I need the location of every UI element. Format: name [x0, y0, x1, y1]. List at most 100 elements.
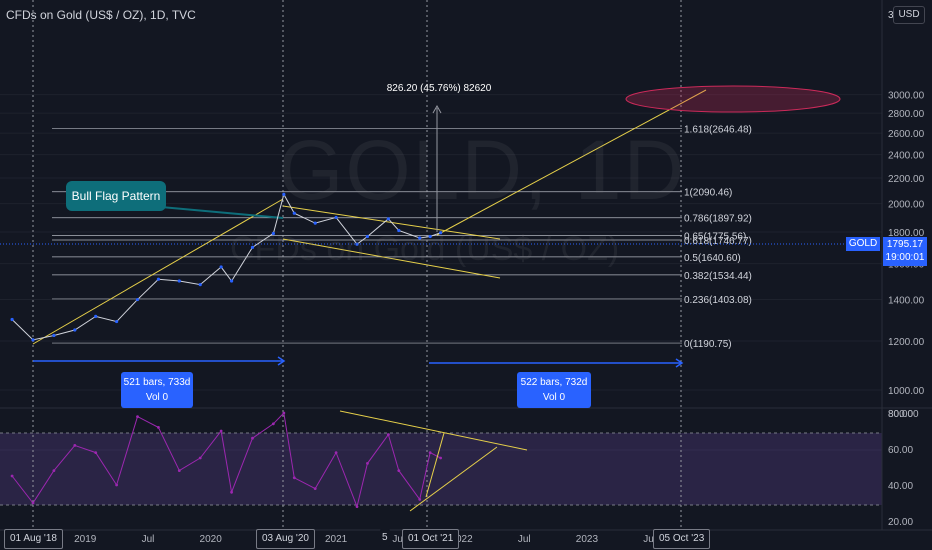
rsi-point	[271, 422, 275, 426]
price-point	[418, 236, 422, 240]
rsi-axis[interactable]: 80.00 60.00 40.00 20.00	[888, 409, 913, 528]
price-tick-label: 2400.00	[888, 151, 925, 162]
fib-level-label: 1(2090.46)	[684, 188, 732, 199]
time-tick-label: 2019	[74, 534, 97, 545]
price-point	[428, 234, 432, 239]
rsi-point	[334, 451, 338, 454]
price-point	[52, 333, 56, 338]
rsi-point	[428, 451, 432, 454]
date-range-2-label[interactable]: 522 bars, 732d Vol 0	[517, 372, 591, 408]
rsi-trendline[interactable]	[339, 410, 528, 451]
rsi-point	[230, 490, 233, 494]
rsi-point	[136, 415, 139, 418]
price-point	[229, 279, 234, 283]
symbol-price-tag: GOLD	[846, 237, 880, 251]
date-range-1-label[interactable]: 521 bars, 733d Vol 0	[121, 372, 193, 408]
time-tick-label: Jul	[518, 534, 531, 545]
time-tick-label: 2021	[325, 534, 348, 545]
target-ellipse[interactable]	[625, 85, 841, 113]
rsi-point	[251, 436, 254, 440]
rsi-point	[397, 469, 401, 472]
price-tick-label: 800.00	[888, 409, 919, 420]
price-point	[292, 211, 296, 215]
symbol-title[interactable]: CFDs on Gold (US$ / OZ), 1D, TVC	[6, 8, 196, 22]
time-tag-aug20: 03 Aug '20	[256, 529, 315, 549]
time-tick-label: Jul	[643, 534, 656, 545]
price-tick-label: 2800.00	[888, 109, 925, 120]
price-tick-label: 1400.00	[888, 296, 925, 307]
rsi-support-line[interactable]	[409, 446, 498, 512]
time-tick-label: 2023	[576, 534, 599, 545]
fib-level-label: 1.618(2646.48)	[684, 124, 752, 135]
fib-level-label: 0.236(1403.08)	[684, 295, 752, 306]
price-point	[386, 217, 390, 221]
date-range-1-volume: Vol 0	[145, 392, 169, 403]
price-point	[313, 221, 317, 225]
price-point	[198, 283, 202, 287]
price-point	[397, 228, 401, 233]
date-range-1-arrow	[277, 356, 286, 366]
time-axis[interactable]: 2019 Jul 2020 2021 Jul 2022 Jul 2023 Jul	[74, 534, 656, 545]
rsi-tick-label: 80.00	[888, 409, 913, 420]
pole-trendline[interactable]	[32, 198, 284, 345]
price-point	[115, 319, 119, 324]
rsi-point	[282, 411, 286, 415]
price-tick-label: 1200.00	[888, 337, 925, 348]
date-range-2-volume: Vol 0	[542, 392, 566, 403]
date-range-2-arrow	[675, 358, 684, 368]
rsi-tick-label: 20.00	[888, 517, 913, 528]
bar-countdown: 19:00:01	[885, 252, 925, 263]
rsi-points	[10, 411, 443, 508]
price-point	[282, 192, 286, 196]
fib-level-label: 0(1190.75)	[684, 339, 732, 350]
price-point	[365, 234, 370, 239]
rsi-support-line-2[interactable]	[425, 432, 445, 498]
price-point	[94, 314, 98, 318]
target-trendline[interactable]	[436, 89, 707, 236]
last-price-tag: 1795.17 19:00:01	[883, 237, 927, 266]
rsi-tick-label: 60.00	[888, 445, 913, 456]
fib-level-label: 0.618(1746.77)	[684, 236, 752, 247]
rsi-point	[115, 483, 119, 487]
price-tick-label: 2000.00	[888, 200, 925, 211]
price-point	[219, 265, 223, 269]
date-range-1-bars: 521 bars, 733d	[123, 377, 191, 388]
price-tick-label: 1000.00	[888, 386, 925, 397]
rsi-tick-label: 40.00	[888, 481, 913, 492]
price-tick-label: 1800.00	[888, 228, 925, 239]
price-tick-label: 2200.00	[888, 174, 925, 185]
currency-button[interactable]: USD	[893, 6, 925, 24]
fib-level-label: 0.786(1897.92)	[684, 214, 752, 225]
rsi-point	[439, 456, 443, 460]
rsi-point	[10, 474, 14, 478]
rsi-point	[386, 433, 390, 436]
price-point	[439, 231, 443, 235]
price-point	[31, 338, 35, 342]
rsi-point	[366, 462, 369, 465]
price-point	[10, 317, 14, 322]
flag-lower-trendline[interactable]	[282, 238, 501, 279]
price-tick-label: 2600.00	[888, 129, 925, 140]
measure-label: 826.20 (45.76%) 82620	[387, 83, 492, 94]
measure-arrowhead	[432, 104, 442, 114]
price-tick-label: 3000.00	[888, 91, 925, 102]
date-range-2-bars: 522 bars, 732d	[520, 377, 588, 388]
price-point	[73, 328, 77, 332]
bull-flag-callout[interactable]: Bull Flag Pattern	[66, 181, 166, 211]
rsi-point	[157, 426, 160, 429]
rsi-point	[52, 469, 56, 472]
price-point	[250, 245, 255, 249]
grid	[0, 94, 882, 451]
time-tick-label: Jul	[142, 534, 155, 545]
rsi-point	[313, 487, 317, 490]
time-tick-label: 2020	[200, 534, 223, 545]
price-point	[355, 242, 359, 246]
rsi-point	[31, 501, 35, 505]
rsi-point	[198, 456, 202, 460]
fib-level-label: 0.382(1534.44)	[684, 271, 752, 282]
fib-retracement[interactable]: 0(1190.75) 0.236(1403.08) 0.382(1534.44) 0.…	[52, 124, 752, 350]
price-points	[10, 192, 443, 342]
last-price-value: 1795.17	[886, 239, 924, 250]
time-tag-oct23: 05 Oct '23	[653, 529, 711, 549]
